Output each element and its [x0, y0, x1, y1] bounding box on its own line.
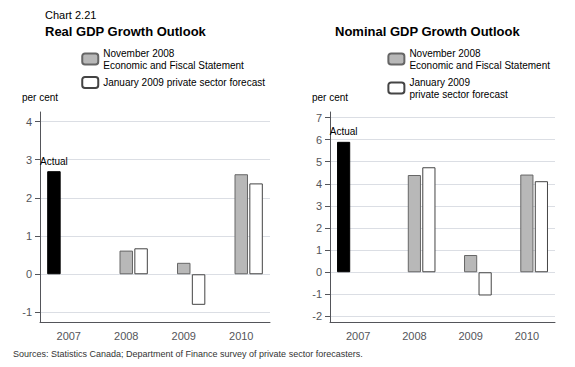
svg-text:0: 0 — [26, 268, 32, 280]
svg-text:-2: -2 — [312, 310, 322, 322]
svg-text:1: 1 — [26, 230, 32, 242]
svg-text:per cent: per cent — [312, 92, 348, 103]
svg-text:2007: 2007 — [57, 330, 81, 342]
svg-text:2008: 2008 — [114, 330, 138, 342]
svg-text:4: 4 — [26, 116, 32, 128]
svg-text:2: 2 — [26, 192, 32, 204]
svg-text:2010: 2010 — [229, 330, 253, 342]
svg-text:5: 5 — [316, 156, 322, 168]
svg-text:November 2008: November 2008 — [103, 48, 175, 59]
svg-text:3: 3 — [26, 154, 32, 166]
svg-text:2010: 2010 — [515, 330, 539, 342]
svg-text:January 2009 private sector fo: January 2009 private sector forecast — [103, 77, 265, 88]
svg-text:Nominal GDP Growth Outlook: Nominal GDP Growth Outlook — [335, 24, 520, 39]
svg-text:2009: 2009 — [458, 330, 482, 342]
svg-text:Actual: Actual — [40, 156, 68, 167]
svg-text:Actual: Actual — [330, 126, 358, 137]
svg-text:0: 0 — [316, 266, 322, 278]
svg-text:Real GDP Growth Outlook: Real GDP Growth Outlook — [45, 24, 207, 39]
svg-text:November 2008: November 2008 — [409, 48, 481, 59]
svg-text:4: 4 — [316, 178, 322, 190]
svg-text:Chart 2.21: Chart 2.21 — [45, 9, 96, 21]
svg-text:2: 2 — [316, 222, 322, 234]
svg-text:-1: -1 — [22, 306, 32, 318]
svg-text:2007: 2007 — [346, 330, 370, 342]
svg-text:January 2009: January 2009 — [409, 77, 470, 88]
svg-text:2009: 2009 — [172, 330, 196, 342]
svg-text:2008: 2008 — [402, 330, 426, 342]
svg-text:7: 7 — [316, 112, 322, 124]
svg-text:Sources: Statistics Canada; De: Sources: Statistics Canada; Department o… — [13, 349, 363, 359]
svg-text:Economic and Fiscal Statement: Economic and Fiscal Statement — [409, 60, 550, 71]
svg-text:per cent: per cent — [22, 92, 58, 103]
svg-text:6: 6 — [316, 134, 322, 146]
svg-text:3: 3 — [316, 200, 322, 212]
svg-text:Economic and Fiscal Statement: Economic and Fiscal Statement — [103, 60, 244, 71]
svg-text:private sector forecast: private sector forecast — [409, 89, 508, 100]
svg-text:1: 1 — [316, 244, 322, 256]
svg-text:-1: -1 — [312, 288, 322, 300]
